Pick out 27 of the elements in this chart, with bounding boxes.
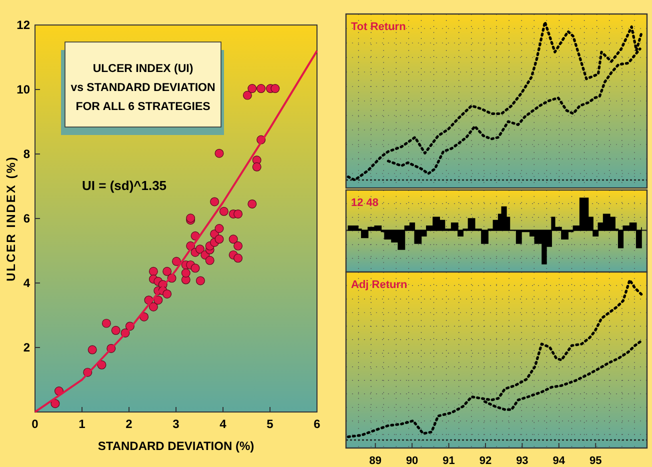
x-tick-label: 92 xyxy=(479,455,492,467)
x-axis-title: STANDARD DEVIATION (%) xyxy=(98,439,254,453)
x-tick-label: 95 xyxy=(589,455,602,467)
x-tick-label: 91 xyxy=(442,455,455,467)
y-tick-label: 6 xyxy=(23,212,30,226)
x-tick-label: 94 xyxy=(552,455,566,467)
x-tick-label: 5 xyxy=(266,417,274,431)
text: ULCER INDEX (UI) vs STANDARD DEVIATION FOR ALL 6 STRATEGIES xyxy=(70,63,216,113)
x-tick-label: 6 xyxy=(314,417,321,431)
chart-title: Tot Return xyxy=(351,21,406,33)
y-tick-label: 10 xyxy=(16,82,30,96)
y-axis-title: ULCER INDEX (%) xyxy=(4,156,18,282)
x-tick-label: 93 xyxy=(516,455,528,467)
x-tick-label: 89 xyxy=(369,455,382,467)
x-tick-label: 1 xyxy=(78,417,86,431)
x-tick-label: 0 xyxy=(32,417,39,431)
chart-title: Adj Return xyxy=(351,279,408,291)
y-tick-label: 2 xyxy=(23,340,30,354)
x-tick-label: 2 xyxy=(126,417,133,431)
x-tick-label: 90 xyxy=(406,455,418,467)
y-tick-label: 8 xyxy=(23,147,30,161)
y-tick-label: 12 xyxy=(16,18,30,32)
x-tick-label: 4 xyxy=(220,417,227,431)
annotation: UI = (sd)^1.35 xyxy=(82,178,167,193)
y-tick-label: 4 xyxy=(23,276,30,290)
x-tick-label: 3 xyxy=(172,417,180,431)
chart-title: 12 48 xyxy=(351,197,379,209)
